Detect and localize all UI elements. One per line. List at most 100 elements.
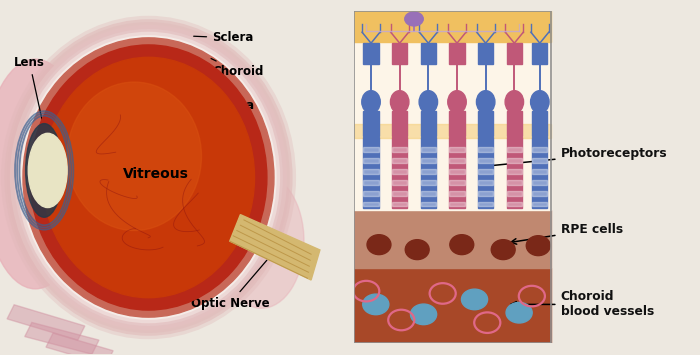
Text: Photoreceptors: Photoreceptors (485, 147, 667, 168)
Bar (363, 191, 379, 196)
Bar (354, 11, 551, 42)
Bar (421, 137, 436, 208)
Text: Optic Nerve: Optic Nerve (191, 260, 270, 310)
Bar (392, 137, 407, 208)
Bar (478, 111, 493, 136)
Bar (421, 158, 436, 163)
Bar (363, 169, 379, 174)
Ellipse shape (505, 91, 524, 113)
Ellipse shape (461, 289, 488, 310)
Bar (392, 191, 407, 196)
Bar (449, 169, 465, 174)
Polygon shape (230, 215, 320, 280)
Bar (507, 202, 522, 207)
Bar (507, 147, 522, 152)
Bar (532, 147, 547, 152)
Bar (392, 147, 407, 152)
Ellipse shape (23, 38, 274, 317)
Ellipse shape (531, 91, 549, 113)
Bar (354, 268, 551, 343)
Bar (532, 111, 547, 136)
Bar (392, 158, 407, 163)
Bar (354, 11, 551, 210)
Ellipse shape (219, 174, 304, 308)
Ellipse shape (43, 57, 255, 298)
Bar (449, 147, 465, 152)
Ellipse shape (362, 91, 380, 113)
Ellipse shape (477, 91, 495, 113)
Bar (478, 137, 493, 208)
Bar (421, 111, 436, 136)
Bar (392, 180, 407, 185)
Polygon shape (25, 322, 99, 354)
Ellipse shape (506, 302, 532, 323)
Bar (421, 180, 436, 185)
Ellipse shape (67, 82, 202, 230)
Bar (507, 111, 522, 136)
Bar (532, 158, 547, 163)
Ellipse shape (10, 26, 286, 329)
Bar (449, 43, 465, 64)
Bar (532, 202, 547, 207)
Bar (449, 191, 465, 196)
Bar (532, 137, 547, 208)
Ellipse shape (26, 124, 63, 217)
Text: Sclera: Sclera (194, 31, 253, 44)
Bar (478, 169, 493, 174)
Ellipse shape (448, 91, 466, 113)
Bar (532, 180, 547, 185)
Bar (354, 210, 551, 268)
Ellipse shape (367, 235, 391, 255)
Bar (363, 202, 379, 207)
Bar (421, 169, 436, 174)
Bar (478, 191, 493, 196)
Bar (478, 202, 493, 207)
Text: Vitreous: Vitreous (122, 167, 188, 181)
Ellipse shape (491, 240, 515, 260)
Bar (507, 191, 522, 196)
Bar (354, 11, 551, 343)
Text: Retina: Retina (212, 86, 256, 111)
Bar (363, 147, 379, 152)
Bar (507, 43, 522, 64)
Bar (363, 158, 379, 163)
Bar (363, 111, 379, 136)
Bar (392, 169, 407, 174)
Bar (354, 124, 551, 138)
Ellipse shape (30, 45, 267, 310)
Text: Lens: Lens (14, 56, 47, 143)
Ellipse shape (28, 133, 67, 208)
Bar (478, 147, 493, 152)
Text: Choroid
blood vessels: Choroid blood vessels (511, 290, 654, 318)
Bar (478, 43, 493, 64)
Bar (421, 43, 436, 64)
Text: RPE cells: RPE cells (511, 223, 623, 244)
Bar (478, 180, 493, 185)
Ellipse shape (391, 91, 409, 113)
Ellipse shape (410, 304, 437, 325)
Bar (449, 137, 465, 208)
Bar (421, 191, 436, 196)
Bar (392, 202, 407, 207)
Bar (363, 137, 379, 208)
Bar (392, 43, 407, 64)
Bar (507, 180, 522, 185)
Ellipse shape (363, 294, 389, 315)
Bar (363, 180, 379, 185)
Polygon shape (7, 305, 85, 340)
Bar (532, 191, 547, 196)
Bar (449, 158, 465, 163)
Bar (363, 43, 379, 64)
Ellipse shape (405, 240, 429, 260)
Polygon shape (46, 333, 113, 355)
Bar (449, 202, 465, 207)
Bar (507, 158, 522, 163)
Bar (532, 43, 547, 64)
Ellipse shape (0, 59, 88, 289)
Bar (532, 169, 547, 174)
Ellipse shape (419, 91, 438, 113)
Bar (478, 158, 493, 163)
Bar (421, 202, 436, 207)
Text: Choroid: Choroid (211, 59, 263, 78)
Bar (449, 111, 465, 136)
